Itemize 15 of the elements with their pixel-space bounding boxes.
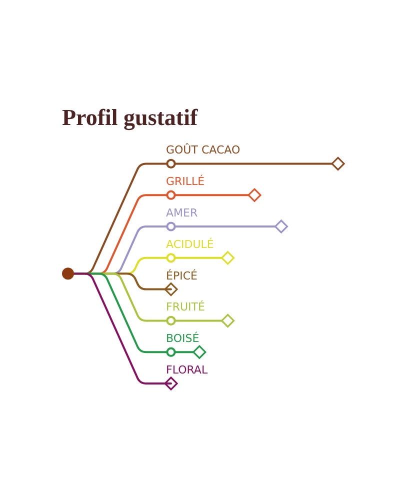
point [192, 345, 206, 359]
y-tick-label: GOÛT CACAO [166, 142, 240, 157]
y-tick-label: BOISÉ [166, 331, 200, 346]
y-tick-label: ACIDULÉ [166, 236, 214, 251]
chart-title: Profil gustatif [62, 105, 198, 131]
y-tick-label: FRUITÉ [166, 300, 205, 314]
y-tick-label: FLORAL [166, 364, 208, 376]
point [220, 314, 235, 328]
point [220, 251, 235, 265]
y-tick-label: GRILLÉ [166, 174, 205, 188]
y-tick-label: AMER [166, 206, 198, 220]
point [248, 188, 262, 202]
y-tick-label: ÉPICÉ [166, 268, 198, 282]
point [331, 156, 345, 170]
point [274, 220, 288, 234]
